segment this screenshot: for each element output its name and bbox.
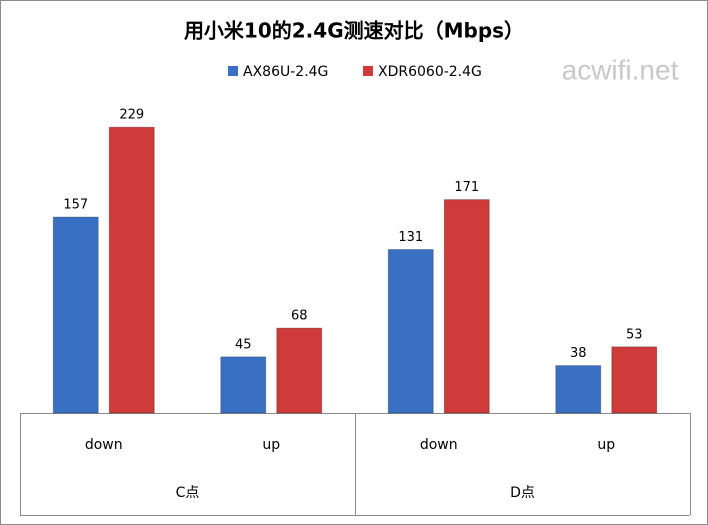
legend-swatch bbox=[228, 66, 238, 76]
bar bbox=[555, 365, 602, 414]
watermark: acwifi.net bbox=[562, 54, 679, 85]
bar bbox=[52, 216, 99, 414]
data-label: 38 bbox=[570, 346, 587, 361]
chart-title: 用小米10的2.4G测速对比（Mbps） bbox=[184, 19, 524, 43]
legend-swatch bbox=[363, 66, 373, 76]
data-label: 45 bbox=[235, 337, 252, 352]
bar bbox=[276, 327, 323, 414]
x-tick-label: down bbox=[85, 437, 123, 453]
bar bbox=[611, 346, 658, 414]
x-tick-label: up bbox=[597, 437, 615, 453]
bar bbox=[443, 199, 490, 414]
data-label: 68 bbox=[291, 309, 308, 324]
data-label: 157 bbox=[63, 198, 88, 213]
bar bbox=[108, 126, 155, 414]
x-tick-label: down bbox=[420, 437, 458, 453]
data-label: 131 bbox=[398, 230, 423, 245]
legend-label: XDR6060-2.4G bbox=[378, 64, 482, 80]
bar bbox=[387, 249, 434, 414]
legend-label: AX86U-2.4G bbox=[243, 64, 328, 80]
data-label: 53 bbox=[626, 327, 643, 342]
bar bbox=[220, 356, 267, 414]
x-tick-label: up bbox=[262, 437, 280, 453]
category-group-label: D点 bbox=[510, 485, 535, 501]
data-label: 229 bbox=[119, 108, 144, 123]
data-label: 171 bbox=[454, 180, 479, 195]
category-group-label: C点 bbox=[176, 485, 200, 501]
